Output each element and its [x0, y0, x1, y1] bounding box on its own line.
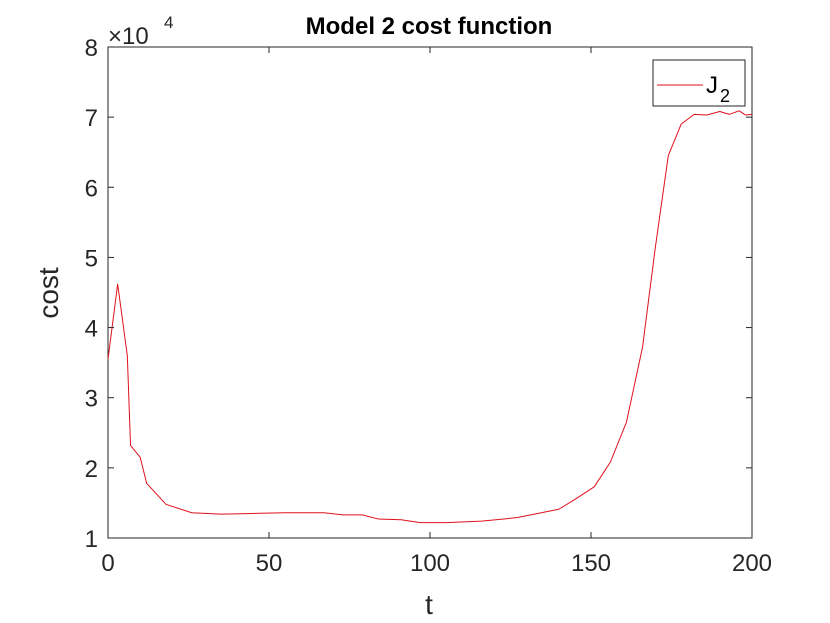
legend: J 2	[652, 59, 746, 107]
y-tick-label: 5	[85, 245, 98, 272]
x-axis-label: t	[425, 589, 433, 620]
x-tick-label: 50	[256, 550, 283, 577]
y-tick-label: 3	[85, 386, 98, 413]
x-tick-label: 150	[571, 550, 611, 577]
x-tick-label: 100	[410, 550, 450, 577]
x-tick-label: 200	[732, 550, 772, 577]
y-tick-label: 4	[85, 316, 98, 343]
series-layer	[107, 110, 753, 524]
y-tick-label: 8	[85, 35, 98, 62]
legend-label-main: J	[706, 72, 718, 99]
series-line-j2	[107, 110, 753, 524]
legend-label-sub: 2	[720, 86, 730, 106]
legend-box	[652, 59, 746, 107]
y-tick-label: 2	[85, 456, 98, 483]
y-tick-label: 7	[85, 105, 98, 132]
y-tick-label: 6	[85, 175, 98, 202]
axis-exponent-base: ×10	[108, 23, 149, 50]
axis-exponent-power: 4	[164, 13, 173, 32]
plot-area	[107, 46, 753, 539]
axis-exponent: ×10 4	[108, 13, 173, 50]
tick-layer: 0 50 100 150 200 1 2 3 4 5 6 7 8	[85, 35, 772, 577]
x-tick-label: 0	[101, 550, 114, 577]
chart-title: Model 2 cost function	[306, 13, 553, 40]
y-tick-label: 1	[85, 526, 98, 553]
y-axis-label: cost	[33, 267, 64, 319]
